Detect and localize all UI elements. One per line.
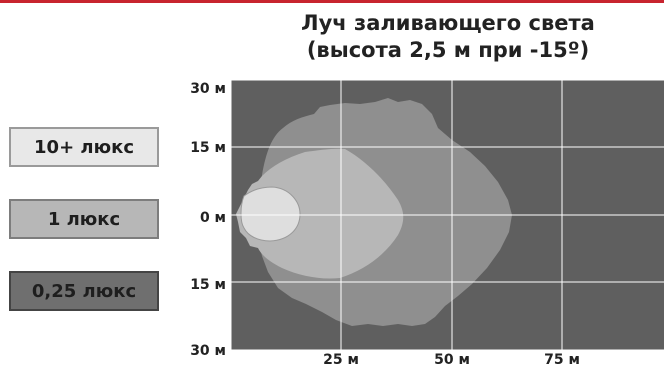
x-tick-25: 25 м: [323, 352, 359, 368]
title-line-1: Луч заливающего света: [301, 11, 595, 35]
legend-10-lux-label: 10+ люкс: [34, 136, 134, 158]
diagram-title: Луч заливающего света (высота 2,5 м при …: [232, 10, 664, 64]
zone-1-lux: [236, 148, 404, 279]
legend-1-lux: 1 люкс: [9, 199, 159, 239]
y-tick-0: 0 м: [199, 210, 226, 226]
y-tick-30-top: 30 м: [190, 81, 226, 97]
legend-025-lux-label: 0,25 люкс: [31, 280, 137, 302]
legend-1-lux-label: 1 люкс: [47, 208, 121, 230]
x-tick-75: 75 м: [544, 352, 580, 368]
title-line-2: (высота 2,5 м при -15º): [306, 38, 590, 62]
legend-025-lux: 0,25 люкс: [9, 271, 159, 311]
y-tick-15-bottom: 15 м: [190, 277, 226, 293]
top-accent-rule: [0, 0, 664, 3]
plot-grid: [230, 79, 664, 351]
y-tick-15-top: 15 м: [190, 140, 226, 156]
legend-10-lux: 10+ люкс: [9, 127, 159, 167]
zone-10-lux: [240, 186, 301, 242]
x-tick-50: 50 м: [434, 352, 470, 368]
y-tick-30-bottom: 30 м: [190, 343, 226, 359]
